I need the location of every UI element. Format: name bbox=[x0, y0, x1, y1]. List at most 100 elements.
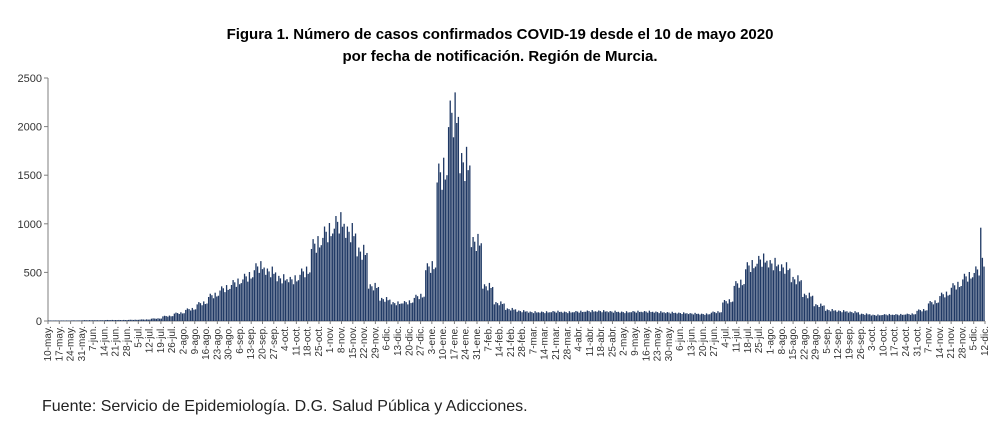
bar bbox=[937, 302, 939, 321]
bar bbox=[731, 301, 734, 321]
bar bbox=[709, 314, 711, 321]
bar bbox=[93, 320, 96, 321]
bar bbox=[149, 319, 151, 321]
bar bbox=[212, 298, 215, 321]
bar bbox=[805, 295, 807, 321]
bar bbox=[637, 310, 639, 321]
bar bbox=[789, 268, 791, 321]
bar bbox=[645, 311, 647, 321]
x-tick-label: 14-feb. bbox=[495, 326, 506, 357]
bar bbox=[865, 313, 868, 321]
bar bbox=[172, 316, 174, 321]
bar bbox=[286, 279, 288, 321]
bar bbox=[423, 296, 425, 321]
x-tick-label: 28-jun. bbox=[122, 326, 133, 357]
x-tick-label: 2-may. bbox=[619, 326, 630, 356]
bar bbox=[312, 239, 314, 321]
bar bbox=[242, 279, 244, 321]
bar bbox=[518, 310, 520, 321]
bar bbox=[382, 299, 384, 321]
bar bbox=[385, 297, 388, 321]
covid-cases-bar-chart: 0 500 1000 1500 2000 2500 10-may. 17-may. 24-may… bbox=[18, 73, 991, 361]
bar bbox=[150, 318, 153, 321]
bar bbox=[392, 302, 394, 321]
bar bbox=[418, 299, 420, 321]
bar bbox=[336, 221, 339, 321]
bar bbox=[834, 310, 837, 321]
bar bbox=[438, 163, 440, 321]
bar bbox=[611, 311, 613, 321]
bar bbox=[108, 320, 110, 321]
bar bbox=[315, 252, 318, 321]
bar bbox=[90, 320, 92, 321]
bar bbox=[779, 271, 781, 321]
bar bbox=[274, 272, 277, 321]
bar bbox=[452, 137, 455, 321]
bar bbox=[906, 313, 908, 321]
bar bbox=[83, 320, 86, 321]
x-tick-label: 14-nov. bbox=[935, 326, 946, 359]
bar bbox=[335, 216, 337, 321]
bar bbox=[147, 319, 149, 321]
bar bbox=[400, 303, 402, 321]
bar bbox=[908, 314, 910, 321]
bar bbox=[640, 311, 642, 321]
bar bbox=[469, 165, 471, 321]
y-tick-label: 1500 bbox=[18, 170, 42, 182]
bar bbox=[307, 273, 309, 321]
bar bbox=[841, 312, 843, 321]
bar bbox=[710, 312, 713, 321]
bar bbox=[671, 311, 673, 321]
bar bbox=[940, 292, 943, 321]
bar bbox=[198, 302, 200, 321]
bar bbox=[588, 311, 590, 321]
y-tick-label: 1000 bbox=[18, 219, 42, 231]
bar bbox=[585, 311, 587, 321]
bar bbox=[980, 227, 982, 321]
bar bbox=[715, 313, 717, 321]
bar bbox=[302, 271, 304, 321]
bar bbox=[421, 297, 424, 321]
bar bbox=[433, 269, 435, 321]
bar bbox=[77, 320, 79, 321]
bar bbox=[767, 267, 770, 321]
bar bbox=[459, 173, 461, 321]
bar bbox=[155, 318, 158, 321]
bar bbox=[870, 315, 873, 321]
bar bbox=[650, 312, 652, 321]
bar bbox=[578, 312, 580, 321]
bar bbox=[833, 310, 835, 321]
bar bbox=[451, 112, 453, 321]
bar bbox=[678, 312, 680, 321]
bar bbox=[860, 313, 863, 321]
bar bbox=[398, 304, 401, 321]
x-tick-label: 21-nov. bbox=[946, 326, 957, 359]
bar bbox=[903, 314, 905, 321]
bar bbox=[807, 298, 809, 321]
bar bbox=[85, 320, 87, 321]
bar bbox=[154, 318, 156, 321]
bar bbox=[818, 307, 820, 321]
bar bbox=[700, 313, 703, 321]
bar bbox=[707, 314, 709, 321]
bar bbox=[397, 301, 399, 321]
x-tick-label: 11-jul. bbox=[732, 326, 743, 353]
bar bbox=[381, 297, 383, 321]
bar bbox=[317, 236, 319, 321]
bar bbox=[712, 311, 714, 321]
x-tick-label: 13-sep. bbox=[246, 326, 257, 359]
bar bbox=[237, 278, 239, 321]
bar bbox=[831, 309, 833, 321]
bar bbox=[521, 312, 523, 321]
bar bbox=[80, 320, 82, 321]
bar bbox=[345, 237, 347, 321]
bar bbox=[772, 270, 775, 321]
bar bbox=[790, 282, 793, 321]
bar bbox=[287, 282, 290, 321]
bar bbox=[410, 303, 412, 321]
bar bbox=[529, 311, 531, 321]
source-note: Fuente: Servicio de Epidemiología. D.G. … bbox=[42, 398, 528, 415]
bar bbox=[816, 305, 819, 321]
x-tick-label: 7-jun. bbox=[88, 326, 99, 351]
bar bbox=[500, 301, 502, 321]
